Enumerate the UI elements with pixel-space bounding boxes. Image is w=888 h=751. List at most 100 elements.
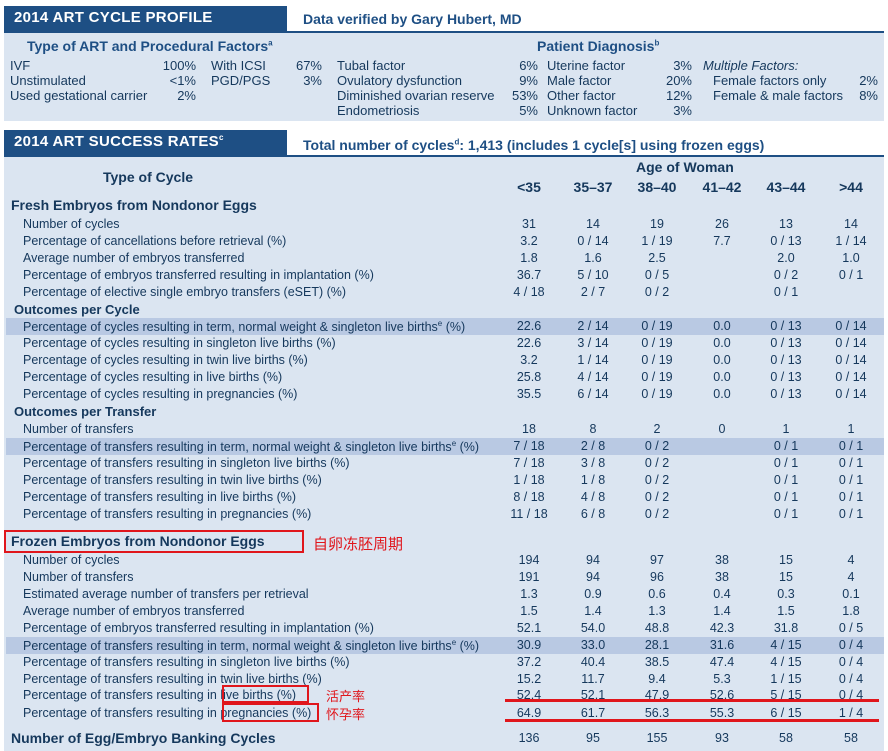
row-label-highlight: pregnancies (%) (220, 706, 312, 720)
row-value: 48.8 (644, 621, 670, 635)
row-value: 1.0 (842, 251, 860, 265)
row-value: 22.6 (516, 336, 542, 350)
row-label-tail: (%) (456, 639, 480, 654)
row-value: 3.2 (520, 234, 538, 248)
row-value: 1.4 (713, 604, 731, 618)
row-value: 14 (844, 217, 858, 231)
row-value: 42.3 (709, 621, 735, 635)
art-value: 67% (295, 58, 322, 73)
total-cycles-note: Total number of cyclesd: 1,413 (includes… (303, 137, 764, 153)
row-value: 0 / 13 (770, 353, 802, 367)
row-value: 0 / 2 (773, 268, 799, 282)
row-band (6, 438, 884, 455)
row-note: 活产率 (326, 690, 366, 705)
row-label-tail: (%) (456, 440, 480, 455)
row-value: 0 / 2 (644, 439, 670, 453)
row-value: 5 / 10 (577, 268, 609, 282)
row-value: 1 / 14 (577, 353, 609, 367)
row-value: 4 / 14 (577, 370, 609, 384)
row-label: Average number of embryos transferred (23, 604, 244, 618)
row-value: 37.2 (516, 655, 542, 669)
art-label: PGD/PGS (211, 73, 271, 88)
row-value: 0 / 1 (773, 456, 799, 470)
row-label-text: Percentage of transfers resulting in sin… (23, 655, 350, 669)
total-cycles-label: Total number of cycles (303, 137, 455, 153)
row-value: 3 / 8 (580, 456, 606, 470)
row-label-text: Percentage of embryos transferred result… (23, 268, 374, 282)
row-value: 5 / 15 (770, 688, 802, 702)
row-value: 96 (650, 570, 664, 584)
row-value: 0.3 (777, 587, 795, 601)
row-value: 1.5 (520, 604, 538, 618)
art-label: Used gestational carrier (10, 88, 148, 103)
row-value: 4 (847, 570, 855, 584)
row-label-text: Percentage of transfers resulting in sin… (23, 456, 350, 470)
row-value: 0.6 (648, 587, 666, 601)
dx-value: 5% (519, 103, 538, 118)
row-value: 191 (518, 570, 540, 584)
dx-value: 53% (511, 88, 538, 103)
dx-heading: Patient Diagnosisb (537, 38, 659, 54)
total-cycles-value: : 1,413 (includes 1 cycle[s] using froze… (459, 137, 765, 153)
profile-panel (4, 31, 884, 121)
dx-value: 12% (665, 88, 692, 103)
row-label-text: Percentage of embryos transferred result… (23, 621, 374, 635)
verified-note: Data verified by Gary Hubert, MD (303, 11, 522, 27)
row-value: 36.7 (516, 268, 542, 282)
frozen-heading-highlight (4, 530, 304, 553)
row-label-text: Number of transfers (23, 570, 134, 584)
row-value: 30.9 (516, 638, 542, 652)
art-sup: a (268, 38, 273, 48)
dx-value: 20% (665, 73, 692, 88)
dx-label: Other factor (547, 88, 616, 103)
row-value: 52.4 (516, 688, 542, 702)
row-value: 18 (522, 422, 536, 436)
row-value: 6 / 8 (580, 507, 606, 521)
row-value: 0 (718, 422, 726, 436)
row-value: 5.3 (713, 672, 731, 686)
age-group-header: <35 (517, 179, 541, 195)
row-value: 40.4 (580, 655, 606, 669)
art-label: Unstimulated (10, 73, 86, 88)
row-value: 0 / 19 (641, 387, 673, 401)
row-value: 1 / 4 (838, 706, 864, 720)
row-value: 1.5 (777, 604, 795, 618)
type-of-cycle-header: Type of Cycle (103, 169, 193, 185)
outcomes-per-transfer-heading: Outcomes per Transfer (14, 404, 157, 419)
banking-value: 95 (586, 731, 600, 745)
mf-label: Female & male factors (713, 88, 844, 103)
row-value: 0 / 14 (835, 319, 867, 333)
row-value: 0 / 14 (835, 336, 867, 350)
row-value: 0 / 2 (644, 473, 670, 487)
row-value: 33.0 (580, 638, 606, 652)
row-value: 1 / 8 (580, 473, 606, 487)
row-value: 2 / 7 (580, 285, 606, 299)
row-label-text: Percentage of cycles resulting in live b… (23, 370, 283, 384)
banking-value: 58 (844, 731, 858, 745)
row-value: 97 (650, 553, 664, 567)
row-value: 1.6 (584, 251, 602, 265)
row-label-text: Percentage of transfers resulting in twi… (23, 672, 322, 686)
row-value: 4 / 15 (770, 638, 802, 652)
row-value: 0.9 (584, 587, 602, 601)
row-label-tail: (%) (442, 320, 466, 335)
row-value: 8 / 18 (513, 490, 545, 504)
row-label-text: Percentage of transfers resulting in twi… (23, 473, 322, 487)
row-label-text: Average number of embryos transferred (23, 604, 245, 618)
row-value: 55.3 (709, 706, 735, 720)
row-value: 61.7 (580, 706, 606, 720)
row-label: Percentage of transfers resulting in sin… (23, 655, 350, 669)
dx-value: 3% (673, 103, 692, 118)
row-label-sup: e (451, 439, 457, 448)
row-value: 52.1 (580, 688, 606, 702)
row-value: 2 (653, 422, 661, 436)
row-value: 15 (779, 570, 793, 584)
total-cycles-sup: d (454, 137, 460, 147)
dx-label: Male factor (547, 73, 612, 88)
row-value: 0 / 13 (770, 319, 802, 333)
row-label-sup: e (451, 638, 457, 647)
row-label: Percentage of transfers resulting in twi… (23, 473, 322, 487)
art-label: IVF (10, 58, 31, 73)
row-label-text: Percentage of transfers resulting in liv… (23, 490, 297, 504)
row-value: 1.8 (842, 604, 860, 618)
